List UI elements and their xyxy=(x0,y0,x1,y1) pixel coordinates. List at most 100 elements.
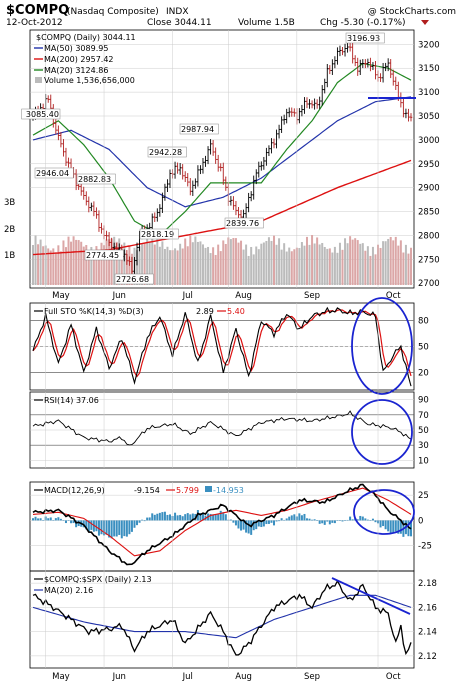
volume-bar xyxy=(232,238,235,285)
legend-ma20: MA(20) 3124.86 xyxy=(44,66,108,75)
price-panel: 2700 2750 2800 2850 2900 2950 3000 3050 3100 3150… xyxy=(4,32,440,289)
x-tick-bottom-Jul: Jul xyxy=(182,672,193,682)
macd-hist-bar xyxy=(87,520,90,532)
macd-y-tick-2: 25 xyxy=(418,491,429,501)
rsi-y-tick-1: 30 xyxy=(418,441,429,451)
price-y-tick-5: 2950 xyxy=(418,160,440,170)
annotation-2942.28: 2942.28 xyxy=(149,148,182,157)
macd-hist-bar xyxy=(224,514,227,521)
volume-bar xyxy=(189,235,192,285)
macd-y-tick-0: -25 xyxy=(418,542,432,552)
volume-bar xyxy=(293,249,296,285)
macd-hist-bar xyxy=(328,520,331,525)
x-tick-top-Jun: Jun xyxy=(112,291,126,301)
macd-hist-bar xyxy=(57,517,60,521)
volume-bar xyxy=(163,249,166,285)
macd-hist-bar xyxy=(59,518,62,521)
volume-bar xyxy=(100,242,103,285)
ratio-line xyxy=(32,579,412,656)
macd-hist-bar xyxy=(199,513,202,521)
volume-bar xyxy=(234,238,237,285)
volume-bar xyxy=(349,236,352,285)
macd-hist-bar xyxy=(399,520,402,534)
macd-hist-bar xyxy=(247,520,250,534)
volume-bar xyxy=(146,238,149,285)
macd-highlight-circle xyxy=(353,489,415,535)
macd-hist-bar xyxy=(179,514,182,521)
macd-hist-bar xyxy=(120,520,123,539)
macd-hist-bar xyxy=(201,512,204,521)
volume-bar xyxy=(196,241,199,285)
volume-bar xyxy=(247,255,250,285)
chg-label: Chg -5.30 (-0.17%) xyxy=(320,18,406,28)
macd-hist-bar xyxy=(168,514,171,521)
volume-bar xyxy=(237,242,240,285)
volume-bar xyxy=(186,246,189,285)
volume-bar xyxy=(161,241,164,285)
close-label: Close 3044.11 xyxy=(147,18,212,28)
x-tick-bottom-Sep: Sep xyxy=(304,672,320,682)
macd-hist-bar xyxy=(245,520,248,533)
macd-hist-bar xyxy=(90,520,93,530)
macd-hist-bar xyxy=(364,518,367,521)
macd-hist-bar xyxy=(265,520,268,525)
annotation-3196.93: 3196.93 xyxy=(347,34,380,43)
volume-bar xyxy=(90,246,93,285)
annotation-box-2987.94 xyxy=(179,123,219,135)
macd-hist-bar xyxy=(163,511,166,521)
index-name: (Nasdaq Composite) xyxy=(67,7,159,17)
macd-hist-bar xyxy=(293,514,296,521)
macd-hist-bar xyxy=(141,519,144,521)
volume-bar xyxy=(138,246,141,285)
volume-bar xyxy=(125,254,128,285)
annotation-box-3196.93 xyxy=(345,32,385,44)
volume-bar xyxy=(397,245,400,285)
x-tick-top-Jul: Jul xyxy=(182,291,193,301)
volume-bar xyxy=(80,241,83,285)
annotation-box-2839.76 xyxy=(224,217,264,229)
macd-hist-bar xyxy=(273,520,276,526)
volume-bar xyxy=(298,247,301,285)
volume-bar xyxy=(321,242,324,285)
volume-tick-2B: 2B xyxy=(4,225,15,235)
macd-hist-bar xyxy=(311,519,314,521)
macd-hist-bar xyxy=(394,520,397,532)
macd-hist-bar xyxy=(125,520,128,537)
volume-bar xyxy=(75,239,78,285)
annotation-2726.68: 2726.68 xyxy=(116,275,149,284)
annotation-2774.45: 2774.45 xyxy=(86,251,119,260)
volume-bars xyxy=(32,235,412,285)
volume-bar xyxy=(369,255,372,285)
macd-signal-value: 5.799 xyxy=(176,486,199,495)
volume-bar xyxy=(318,244,321,285)
volume-bar xyxy=(57,245,60,285)
price-bars xyxy=(31,42,413,276)
x-tick-bottom-Oct: Oct xyxy=(386,672,401,682)
volume-bar xyxy=(242,249,245,285)
macd-hist-value: -14.953 xyxy=(213,486,244,495)
volume-bar xyxy=(194,236,197,285)
volume-bar xyxy=(240,240,243,285)
volume-bar xyxy=(278,238,281,285)
volume-bar xyxy=(384,241,387,285)
macd-hist-bar xyxy=(75,520,78,528)
volume-bar xyxy=(305,236,308,285)
sto-y-tick-1: 50 xyxy=(418,343,429,353)
volume-bar xyxy=(34,235,37,285)
price-y-tick-8: 3100 xyxy=(418,88,440,98)
volume-bar xyxy=(72,236,75,285)
macd-hist-bar xyxy=(341,520,344,522)
volume-bar xyxy=(113,236,116,285)
volume-bar xyxy=(120,248,123,285)
volume-bar xyxy=(265,240,268,285)
macd-hist-bar xyxy=(54,518,57,521)
macd-y-tick-1: 0 xyxy=(418,516,423,526)
macd-hist-bar xyxy=(280,518,283,521)
legend-ma50: MA(50) 3089.95 xyxy=(44,44,108,53)
macd-hist-bar xyxy=(242,520,245,530)
macd-hist-bar xyxy=(92,520,95,532)
macd-hist-bar xyxy=(359,515,362,521)
volume-label: Volume 1.5B xyxy=(238,18,295,28)
